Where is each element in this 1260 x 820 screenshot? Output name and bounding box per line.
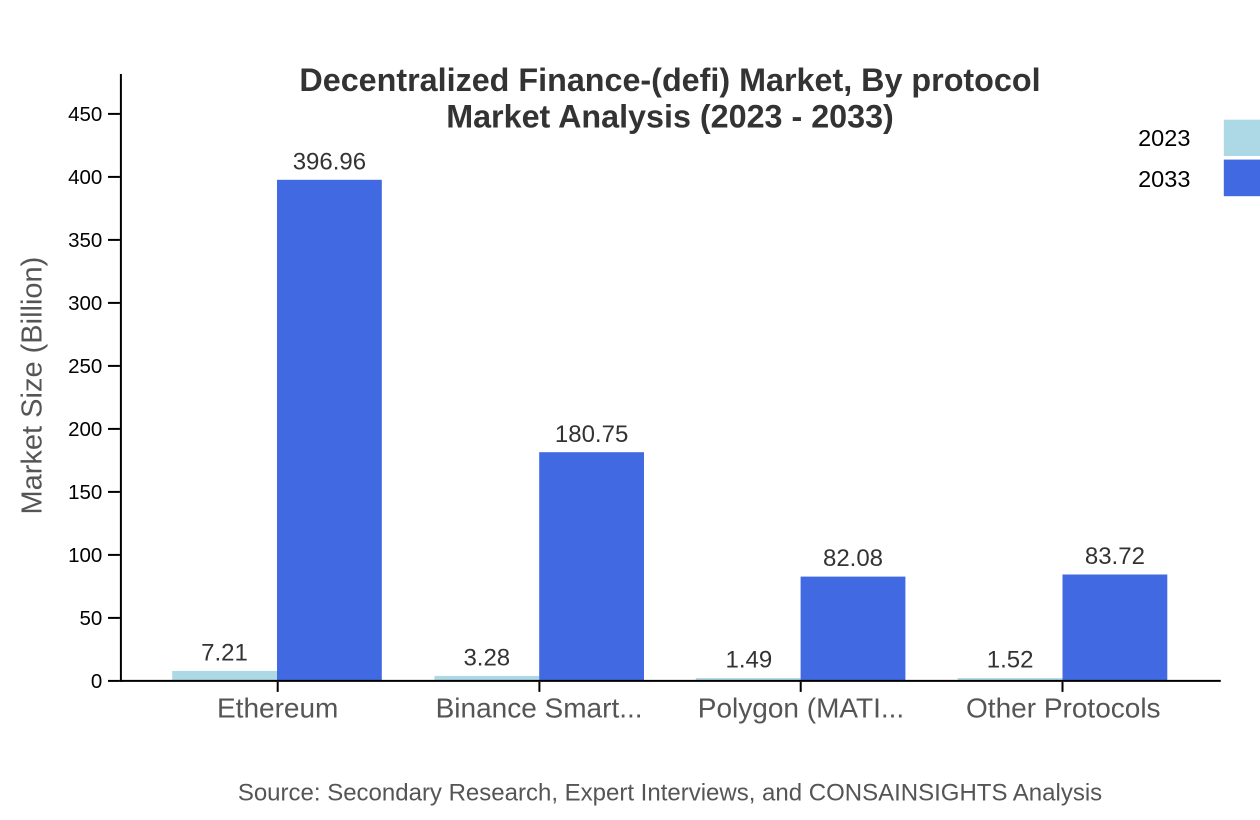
svg-text:Polygon (MATI...: Polygon (MATI...	[698, 692, 904, 723]
svg-text:83.72: 83.72	[1085, 543, 1145, 570]
svg-text:100: 100	[68, 544, 102, 567]
svg-text:1.49: 1.49	[726, 647, 773, 674]
svg-text:180.75: 180.75	[555, 421, 628, 448]
svg-text:450: 450	[68, 103, 102, 126]
svg-text:1.52: 1.52	[987, 647, 1034, 674]
svg-text:2033: 2033	[1138, 166, 1190, 192]
svg-text:396.96: 396.96	[293, 148, 366, 175]
svg-text:Decentralized Finance-(defi) M: Decentralized Finance-(defi) Market, By …	[299, 62, 1040, 98]
svg-text:82.08: 82.08	[823, 545, 883, 572]
svg-text:Market Size (Billion): Market Size (Billion)	[16, 257, 48, 515]
svg-text:50: 50	[79, 607, 102, 630]
svg-text:250: 250	[68, 355, 102, 378]
svg-text:0: 0	[91, 670, 102, 693]
svg-text:150: 150	[68, 481, 102, 504]
svg-text:300: 300	[68, 292, 102, 315]
svg-text:Binance Smart...: Binance Smart...	[436, 692, 643, 723]
svg-text:Ethereum: Ethereum	[217, 692, 338, 723]
svg-text:200: 200	[68, 418, 102, 441]
svg-text:7.21: 7.21	[201, 640, 248, 667]
svg-text:Other Protocols: Other Protocols	[966, 692, 1161, 723]
svg-text:400: 400	[68, 166, 102, 189]
svg-text:Market Analysis (2023 - 2033): Market Analysis (2023 - 2033)	[446, 98, 894, 134]
svg-text:Source: Secondary Research, Ex: Source: Secondary Research, Expert Inter…	[238, 780, 1102, 807]
svg-text:3.28: 3.28	[463, 645, 510, 672]
svg-text:2023: 2023	[1138, 125, 1190, 151]
svg-text:350: 350	[68, 229, 102, 252]
